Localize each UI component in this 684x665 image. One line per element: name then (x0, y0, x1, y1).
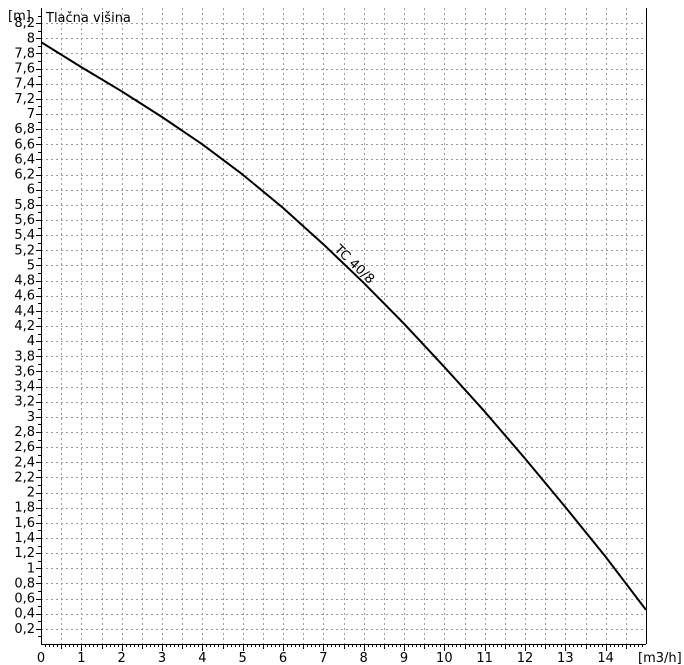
y-tick-label: 5,2 (14, 243, 35, 258)
y-tick-label: 8,2 (14, 16, 35, 31)
y-tick-label: 5,6 (14, 213, 35, 228)
x-tick-label: 2 (118, 651, 126, 665)
y-tick-label: 1,4 (14, 531, 35, 546)
y-tick-label: 1,2 (14, 546, 35, 561)
y-tick-label: 6,4 (14, 152, 35, 167)
y-tick-label: 6,6 (14, 137, 35, 152)
y-tick-label: 0,6 (14, 592, 35, 607)
y-tick-label: 1,6 (14, 516, 35, 531)
y-tick-label: 4,6 (14, 289, 35, 304)
x-axis-unit-label: [m3/h] (638, 651, 682, 665)
x-tick-label: 8 (360, 651, 368, 665)
y-tick-label: 2 (27, 486, 35, 501)
x-tick-label: 14 (597, 651, 614, 665)
x-tick-label: 9 (400, 651, 408, 665)
y-tick-label: 7,6 (14, 62, 35, 77)
y-tick-label: 2,4 (14, 455, 35, 470)
x-tick-label: 3 (158, 651, 166, 665)
x-tick-label: 5 (239, 651, 247, 665)
x-tick-label: 6 (279, 651, 287, 665)
y-tick-label: 3,6 (14, 364, 35, 379)
y-axis-ticks: 0,20,40,60,811,21,41,61,822,22,42,62,833… (14, 16, 41, 637)
x-tick-label: 1 (77, 651, 85, 665)
y-tick-label: 6 (27, 183, 35, 198)
y-tick-label: 5,4 (14, 228, 35, 243)
y-tick-label: 7 (27, 107, 35, 122)
x-axis-ticks: 0 1 2 3 4 5 6 7 8 9 10 11 12 13 14 (37, 644, 643, 665)
y-tick-label: 0,4 (14, 607, 35, 622)
y-tick-label: 5,8 (14, 198, 35, 213)
x-tick-label: 13 (557, 651, 574, 665)
y-tick-label: 3,2 (14, 395, 35, 410)
y-tick-label: 2,6 (14, 440, 35, 455)
y-tick-label: 2,2 (14, 470, 35, 485)
y-tick-label: 1,8 (14, 501, 35, 516)
y-tick-label: 3,4 (14, 380, 35, 395)
y-tick-label: 6,2 (14, 168, 35, 183)
x-tick-label: 12 (517, 651, 534, 665)
y-tick-label: 6,8 (14, 122, 35, 137)
series-line (41, 41, 646, 611)
x-tick-label: 10 (436, 651, 453, 665)
y-tick-label: 4 (27, 334, 35, 349)
y-tick-label: 4,4 (14, 304, 35, 319)
y-tick-label: 0,2 (14, 622, 35, 637)
x-tick-label: 4 (198, 651, 206, 665)
y-tick-label: 4,8 (14, 274, 35, 289)
y-tick-label: 1 (27, 561, 35, 576)
grid (41, 8, 646, 644)
y-tick-label: 7,2 (14, 92, 35, 107)
y-tick-label: 4,2 (14, 319, 35, 334)
y-tick-label: 0,8 (14, 576, 35, 591)
y-tick-label: 7,8 (14, 46, 35, 61)
y-tick-label: 3,8 (14, 349, 35, 364)
y-axis-unit-label: [m] (8, 9, 31, 24)
chart-title: Tlačna višina (45, 11, 131, 26)
x-tick-label: 0 (37, 651, 45, 665)
x-tick-label: 7 (319, 651, 327, 665)
y-tick-label: 2,8 (14, 425, 35, 440)
x-tick-label: 11 (476, 651, 493, 665)
y-tick-label: 3 (27, 410, 35, 425)
y-tick-label: 5 (27, 258, 35, 273)
y-tick-label: 8 (27, 31, 35, 46)
y-tick-label: 7,4 (14, 77, 35, 92)
